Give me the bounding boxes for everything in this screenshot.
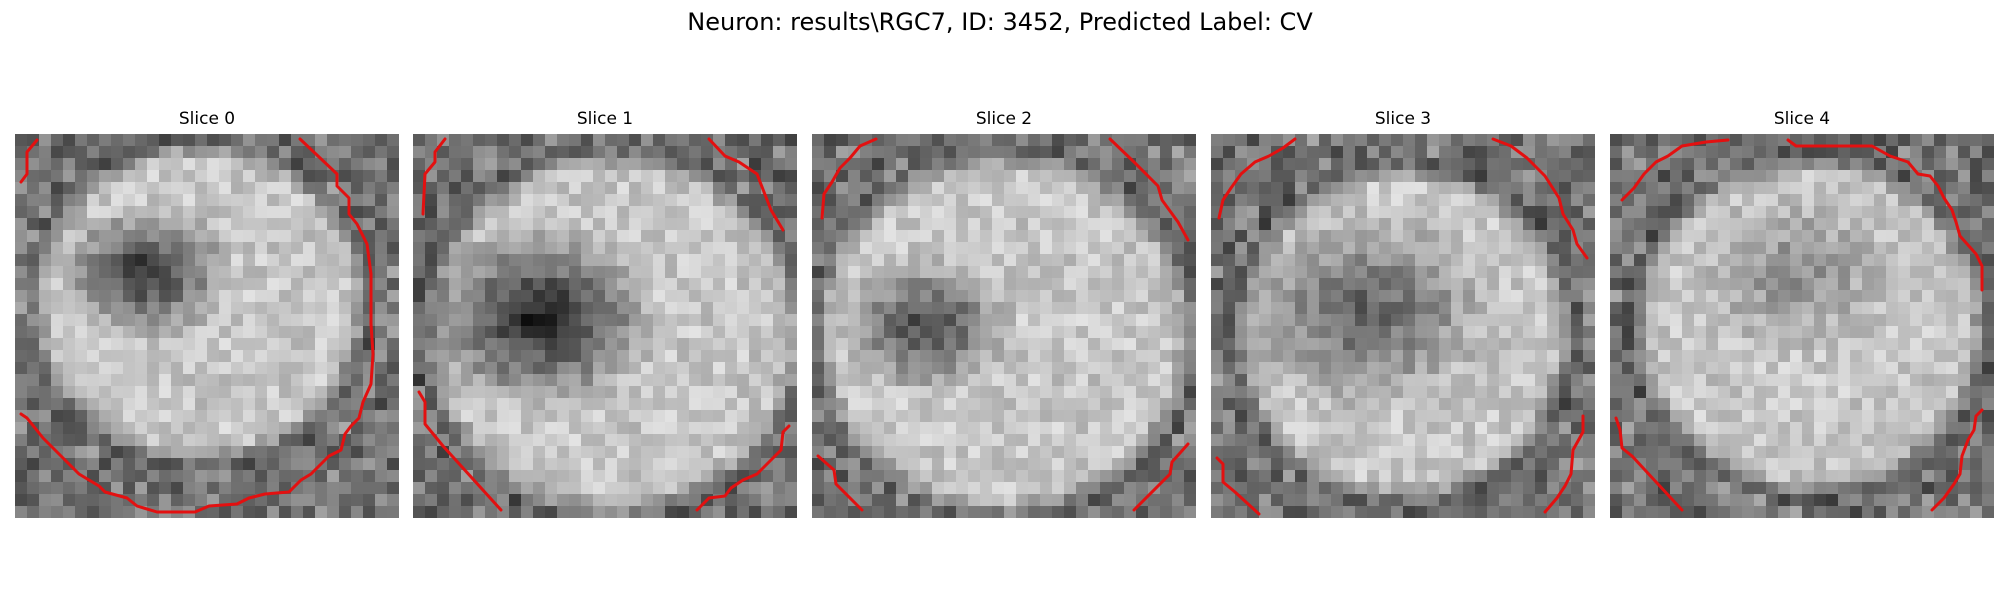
contour-right-bottom — [1543, 414, 1585, 514]
slice-pixels — [413, 134, 797, 518]
figure-title: Neuron: results\RGC7, ID: 3452, Predicte… — [687, 8, 1313, 36]
slice-image — [413, 134, 797, 518]
slice-panel-2: Slice 2 — [812, 108, 1196, 518]
contour-right-main — [19, 137, 375, 514]
contour-left-bottom — [417, 390, 503, 512]
slice-image — [1211, 134, 1595, 518]
contour-left-bottom — [816, 454, 864, 512]
contour-right-bottom — [1132, 442, 1190, 512]
contour-left-bottom — [1215, 456, 1261, 516]
slice-panel-1: Slice 1 — [413, 108, 797, 518]
contour-left-top — [1620, 138, 1730, 202]
contour-right-bottom — [695, 424, 791, 512]
slice-image — [812, 134, 1196, 518]
slice-pixels — [1211, 134, 1595, 518]
cell-contour — [1215, 137, 1589, 516]
contour-left-top — [19, 138, 39, 184]
contour-right-top — [1108, 137, 1190, 242]
contour-top-right — [1786, 138, 1984, 292]
slice-title: Slice 1 — [576, 109, 634, 129]
contour-right-top — [707, 137, 785, 232]
slice-pixels — [812, 134, 1196, 518]
contour-right-bottom — [1930, 408, 1984, 512]
slice-image — [15, 134, 399, 518]
slice-title: Slice 2 — [975, 109, 1033, 129]
cell-contour — [417, 137, 791, 512]
contour-left-top — [421, 137, 447, 216]
contour-left-bottom — [1614, 416, 1684, 512]
contour-left-top — [820, 137, 878, 220]
cell-contour — [19, 137, 375, 514]
slice-pixels — [1610, 134, 1994, 518]
contour-right-top — [1491, 137, 1589, 260]
slice-title: Slice 3 — [1374, 109, 1432, 129]
slice-panel-0: Slice 0 — [15, 108, 399, 518]
slice-panel-3: Slice 3 — [1211, 108, 1595, 518]
slice-title: Slice 4 — [1773, 109, 1831, 129]
cell-contour — [1614, 138, 1984, 512]
cell-contour — [816, 137, 1190, 512]
contour-left-top — [1217, 137, 1297, 220]
slice-title: Slice 0 — [178, 109, 236, 129]
slice-image — [1610, 134, 1994, 518]
slice-panel-4: Slice 4 — [1610, 108, 1994, 518]
